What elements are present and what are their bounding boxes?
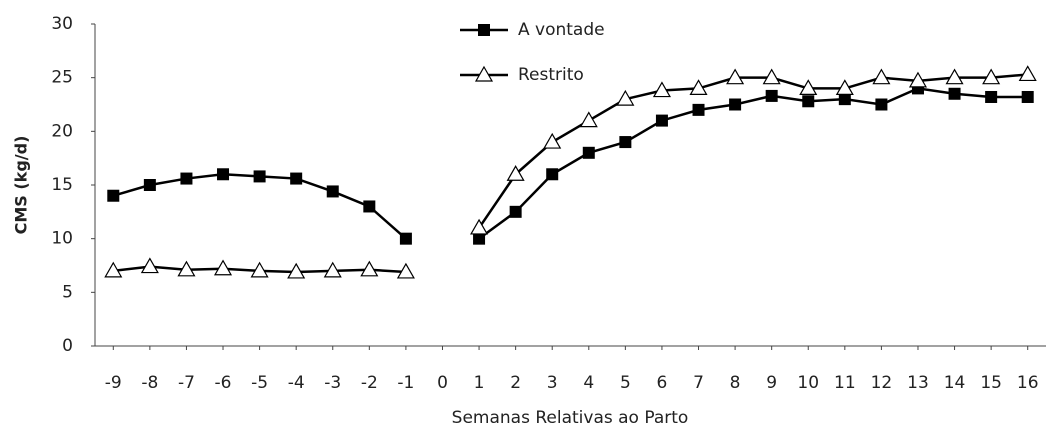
- marker: [655, 114, 668, 127]
- marker: [948, 87, 961, 100]
- marker: [180, 172, 193, 185]
- x-tick-label: 14: [944, 373, 966, 393]
- x-tick-label: -7: [178, 373, 195, 393]
- marker: [619, 136, 632, 149]
- x-tick-label: 4: [583, 373, 594, 393]
- marker: [250, 261, 269, 278]
- x-tick-label: 0: [437, 373, 448, 393]
- x-tick-label: 15: [980, 373, 1002, 393]
- x-tick-label: 2: [510, 373, 521, 393]
- x-tick-label: 9: [766, 373, 777, 393]
- marker: [582, 146, 595, 159]
- marker: [835, 79, 854, 96]
- marker: [478, 24, 490, 36]
- marker: [1021, 90, 1034, 103]
- marker: [509, 205, 522, 218]
- marker: [287, 262, 306, 279]
- series-line: [113, 73, 1028, 274]
- legend-label: Restrito: [518, 65, 584, 85]
- marker: [177, 260, 196, 277]
- marker: [326, 185, 339, 198]
- y-tick-label: 30: [51, 14, 73, 34]
- x-tick-label: -2: [361, 373, 378, 393]
- marker: [107, 189, 120, 202]
- marker: [474, 65, 494, 82]
- x-tick-label: 1: [474, 373, 485, 393]
- y-tick-label: 15: [51, 175, 73, 195]
- marker: [726, 68, 745, 85]
- x-axis-label: Semanas Relativas ao Parto: [452, 408, 689, 428]
- marker: [982, 68, 1001, 85]
- marker: [838, 93, 851, 106]
- x-tick-label: 7: [693, 373, 704, 393]
- marker: [802, 95, 815, 108]
- x-tick-label: 12: [871, 373, 893, 393]
- x-tick-label: 5: [620, 373, 631, 393]
- marker: [729, 98, 742, 111]
- legend-label: A vontade: [518, 20, 605, 40]
- marker: [140, 257, 159, 274]
- marker: [689, 79, 708, 96]
- y-tick-label: 10: [51, 229, 73, 249]
- marker: [652, 81, 671, 98]
- x-tick-label: 8: [730, 373, 741, 393]
- x-tick-label: 11: [834, 373, 856, 393]
- marker: [579, 111, 598, 128]
- marker: [290, 172, 303, 185]
- marker: [473, 232, 486, 245]
- marker: [396, 262, 415, 279]
- marker: [762, 68, 781, 85]
- marker: [872, 68, 891, 85]
- marker: [1018, 65, 1037, 82]
- x-tick-label: 16: [1017, 373, 1039, 393]
- y-tick-label: 20: [51, 121, 73, 141]
- marker: [546, 168, 559, 181]
- marker: [253, 170, 266, 183]
- x-tick-label: -8: [141, 373, 158, 393]
- x-tick-label: -4: [288, 373, 305, 393]
- y-axis-label: CMS (kg/d): [12, 136, 31, 235]
- marker: [104, 261, 123, 278]
- marker: [875, 98, 888, 111]
- marker: [765, 89, 778, 102]
- marker: [543, 132, 562, 149]
- x-tick-label: -1: [397, 373, 414, 393]
- marker: [908, 71, 928, 88]
- marker: [692, 103, 705, 116]
- x-tick-label: 13: [907, 373, 929, 393]
- y-tick-label: 5: [62, 282, 73, 302]
- marker: [799, 79, 818, 96]
- marker: [360, 260, 379, 277]
- x-tick-label: 10: [797, 373, 819, 393]
- marker: [945, 68, 964, 85]
- x-tick-label: -9: [105, 373, 122, 393]
- marker: [506, 165, 525, 181]
- marker: [985, 90, 998, 103]
- y-tick-label: 0: [62, 336, 73, 356]
- x-tick-label: -3: [324, 373, 341, 393]
- marker: [616, 89, 635, 106]
- marker: [323, 261, 342, 278]
- marker: [213, 259, 233, 276]
- x-tick-label: -5: [251, 373, 268, 393]
- marker: [143, 179, 156, 191]
- marker: [470, 218, 489, 235]
- y-tick-label: 25: [51, 68, 73, 88]
- x-tick-label: 6: [657, 373, 668, 393]
- x-tick-label: 3: [547, 373, 558, 393]
- marker: [363, 200, 376, 213]
- series-line: [112, 87, 1028, 240]
- marker: [399, 232, 412, 245]
- x-tick-label: -6: [215, 373, 232, 393]
- marker: [217, 168, 230, 181]
